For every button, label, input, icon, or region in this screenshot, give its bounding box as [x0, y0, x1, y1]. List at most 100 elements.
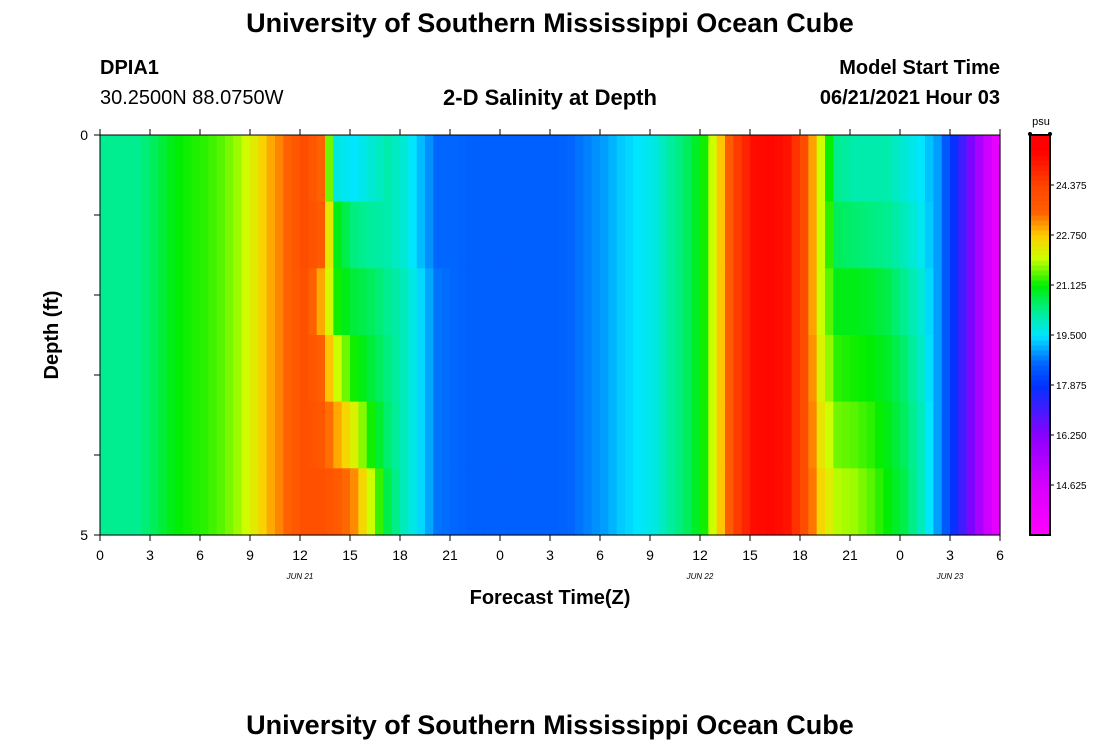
heatmap-cell: [258, 401, 268, 469]
heatmap-cell: [950, 135, 959, 203]
heatmap-cell: [258, 268, 268, 336]
heatmap-cell: [133, 135, 143, 203]
heatmap-cell: [708, 335, 718, 403]
x-tick-label: 12: [692, 547, 708, 563]
heatmap-cell: [675, 268, 684, 336]
heatmap-cell: [616, 468, 626, 536]
heatmap-cell: [758, 335, 768, 403]
heatmap-cell: [316, 335, 326, 403]
heatmap-cell: [616, 201, 626, 269]
heatmap-cell: [225, 468, 234, 536]
heatmap-cell: [191, 135, 201, 203]
heatmap-cell: [725, 201, 734, 269]
heatmap-cell: [916, 468, 926, 536]
heatmap-cell: [666, 135, 676, 203]
heatmap-cell: [816, 201, 826, 269]
heatmap-cell: [616, 401, 626, 469]
heatmap-cell: [716, 268, 726, 336]
heatmap-cell: [391, 268, 401, 336]
heatmap-cell: [916, 135, 926, 203]
heatmap-cell: [358, 201, 368, 269]
heatmap-cell: [591, 335, 601, 403]
heatmap-cell: [450, 401, 459, 469]
heatmap-cell: [641, 135, 651, 203]
heatmap-cell: [425, 268, 434, 336]
heatmap-cell: [100, 268, 109, 336]
heatmap-cell: [250, 268, 259, 336]
heatmap-cell: [141, 201, 151, 269]
heatmap-cell: [908, 335, 918, 403]
heatmap-cell: [416, 401, 426, 469]
x-tick-label: 3: [546, 547, 554, 563]
heatmap-cell: [583, 468, 593, 536]
heatmap-cell: [983, 135, 993, 203]
colorbar-segment: [1030, 245, 1050, 251]
heatmap-cell: [466, 468, 476, 536]
heatmap-cell: [708, 468, 718, 536]
heatmap-cell: [508, 135, 518, 203]
heatmap-cell: [100, 401, 109, 469]
heatmap-cell: [125, 201, 134, 269]
heatmap-cell: [958, 468, 968, 536]
heatmap-cell: [216, 201, 226, 269]
heatmap-cell: [133, 468, 143, 536]
heatmap-cell: [575, 335, 584, 403]
colorbar-segment: [1030, 140, 1050, 146]
heatmap-cell: [108, 401, 118, 469]
heatmap-cell: [283, 468, 293, 536]
heatmap-cell: [350, 401, 359, 469]
heatmap-cell: [400, 468, 409, 536]
heatmap-cell: [916, 335, 926, 403]
colorbar-segment: [1030, 495, 1050, 501]
heatmap-cell: [316, 401, 326, 469]
heatmap-cell: [908, 135, 918, 203]
heatmap-cell: [908, 201, 918, 269]
heatmap-cell: [358, 401, 368, 469]
heatmap-cell: [625, 335, 634, 403]
heatmap-cell: [975, 468, 984, 536]
heatmap-cell: [933, 135, 943, 203]
heatmap-cell: [766, 201, 776, 269]
colorbar-segment: [1030, 425, 1050, 431]
heatmap-cell: [458, 468, 468, 536]
heatmap-cell: [158, 135, 168, 203]
heatmap-cell: [350, 335, 359, 403]
heatmap-cell: [800, 401, 809, 469]
x-tick-label: 0: [496, 547, 504, 563]
heatmap-cell: [683, 201, 693, 269]
heatmap-cell: [583, 135, 593, 203]
heatmap-cell: [333, 268, 343, 336]
heatmap-cell: [166, 468, 176, 536]
heatmap-cell: [966, 201, 976, 269]
heatmap-cell: [808, 135, 818, 203]
colorbar-segment: [1030, 440, 1050, 446]
colorbar-segment: [1030, 525, 1050, 531]
heatmap-cell: [366, 468, 376, 536]
heatmap-cell: [291, 135, 301, 203]
heatmap-cell: [675, 135, 684, 203]
heatmap-cell: [266, 268, 276, 336]
heatmap-cell: [108, 335, 118, 403]
heatmap-cell: [541, 401, 551, 469]
heatmap-cell: [125, 468, 134, 536]
heatmap-cell: [633, 335, 643, 403]
heatmap-cell: [833, 401, 843, 469]
colorbar-segment: [1030, 285, 1050, 291]
heatmap-cell: [925, 201, 934, 269]
heatmap-cell: [275, 135, 284, 203]
heatmap-cell: [550, 201, 559, 269]
heatmap-cell: [591, 401, 601, 469]
heatmap-cell: [491, 468, 501, 536]
heatmap-cell: [791, 468, 801, 536]
heatmap-cell: [908, 268, 918, 336]
heatmap-cell: [325, 335, 334, 403]
heatmap-cell: [925, 401, 934, 469]
heatmap-cell: [741, 268, 751, 336]
heatmap-cell: [441, 468, 451, 536]
heatmap-cell: [266, 201, 276, 269]
heatmap-cell: [325, 268, 334, 336]
heatmap-cell: [241, 468, 251, 536]
heatmap-cell: [333, 201, 343, 269]
colorbar-segment: [1030, 330, 1050, 336]
heatmap-cell: [466, 268, 476, 336]
